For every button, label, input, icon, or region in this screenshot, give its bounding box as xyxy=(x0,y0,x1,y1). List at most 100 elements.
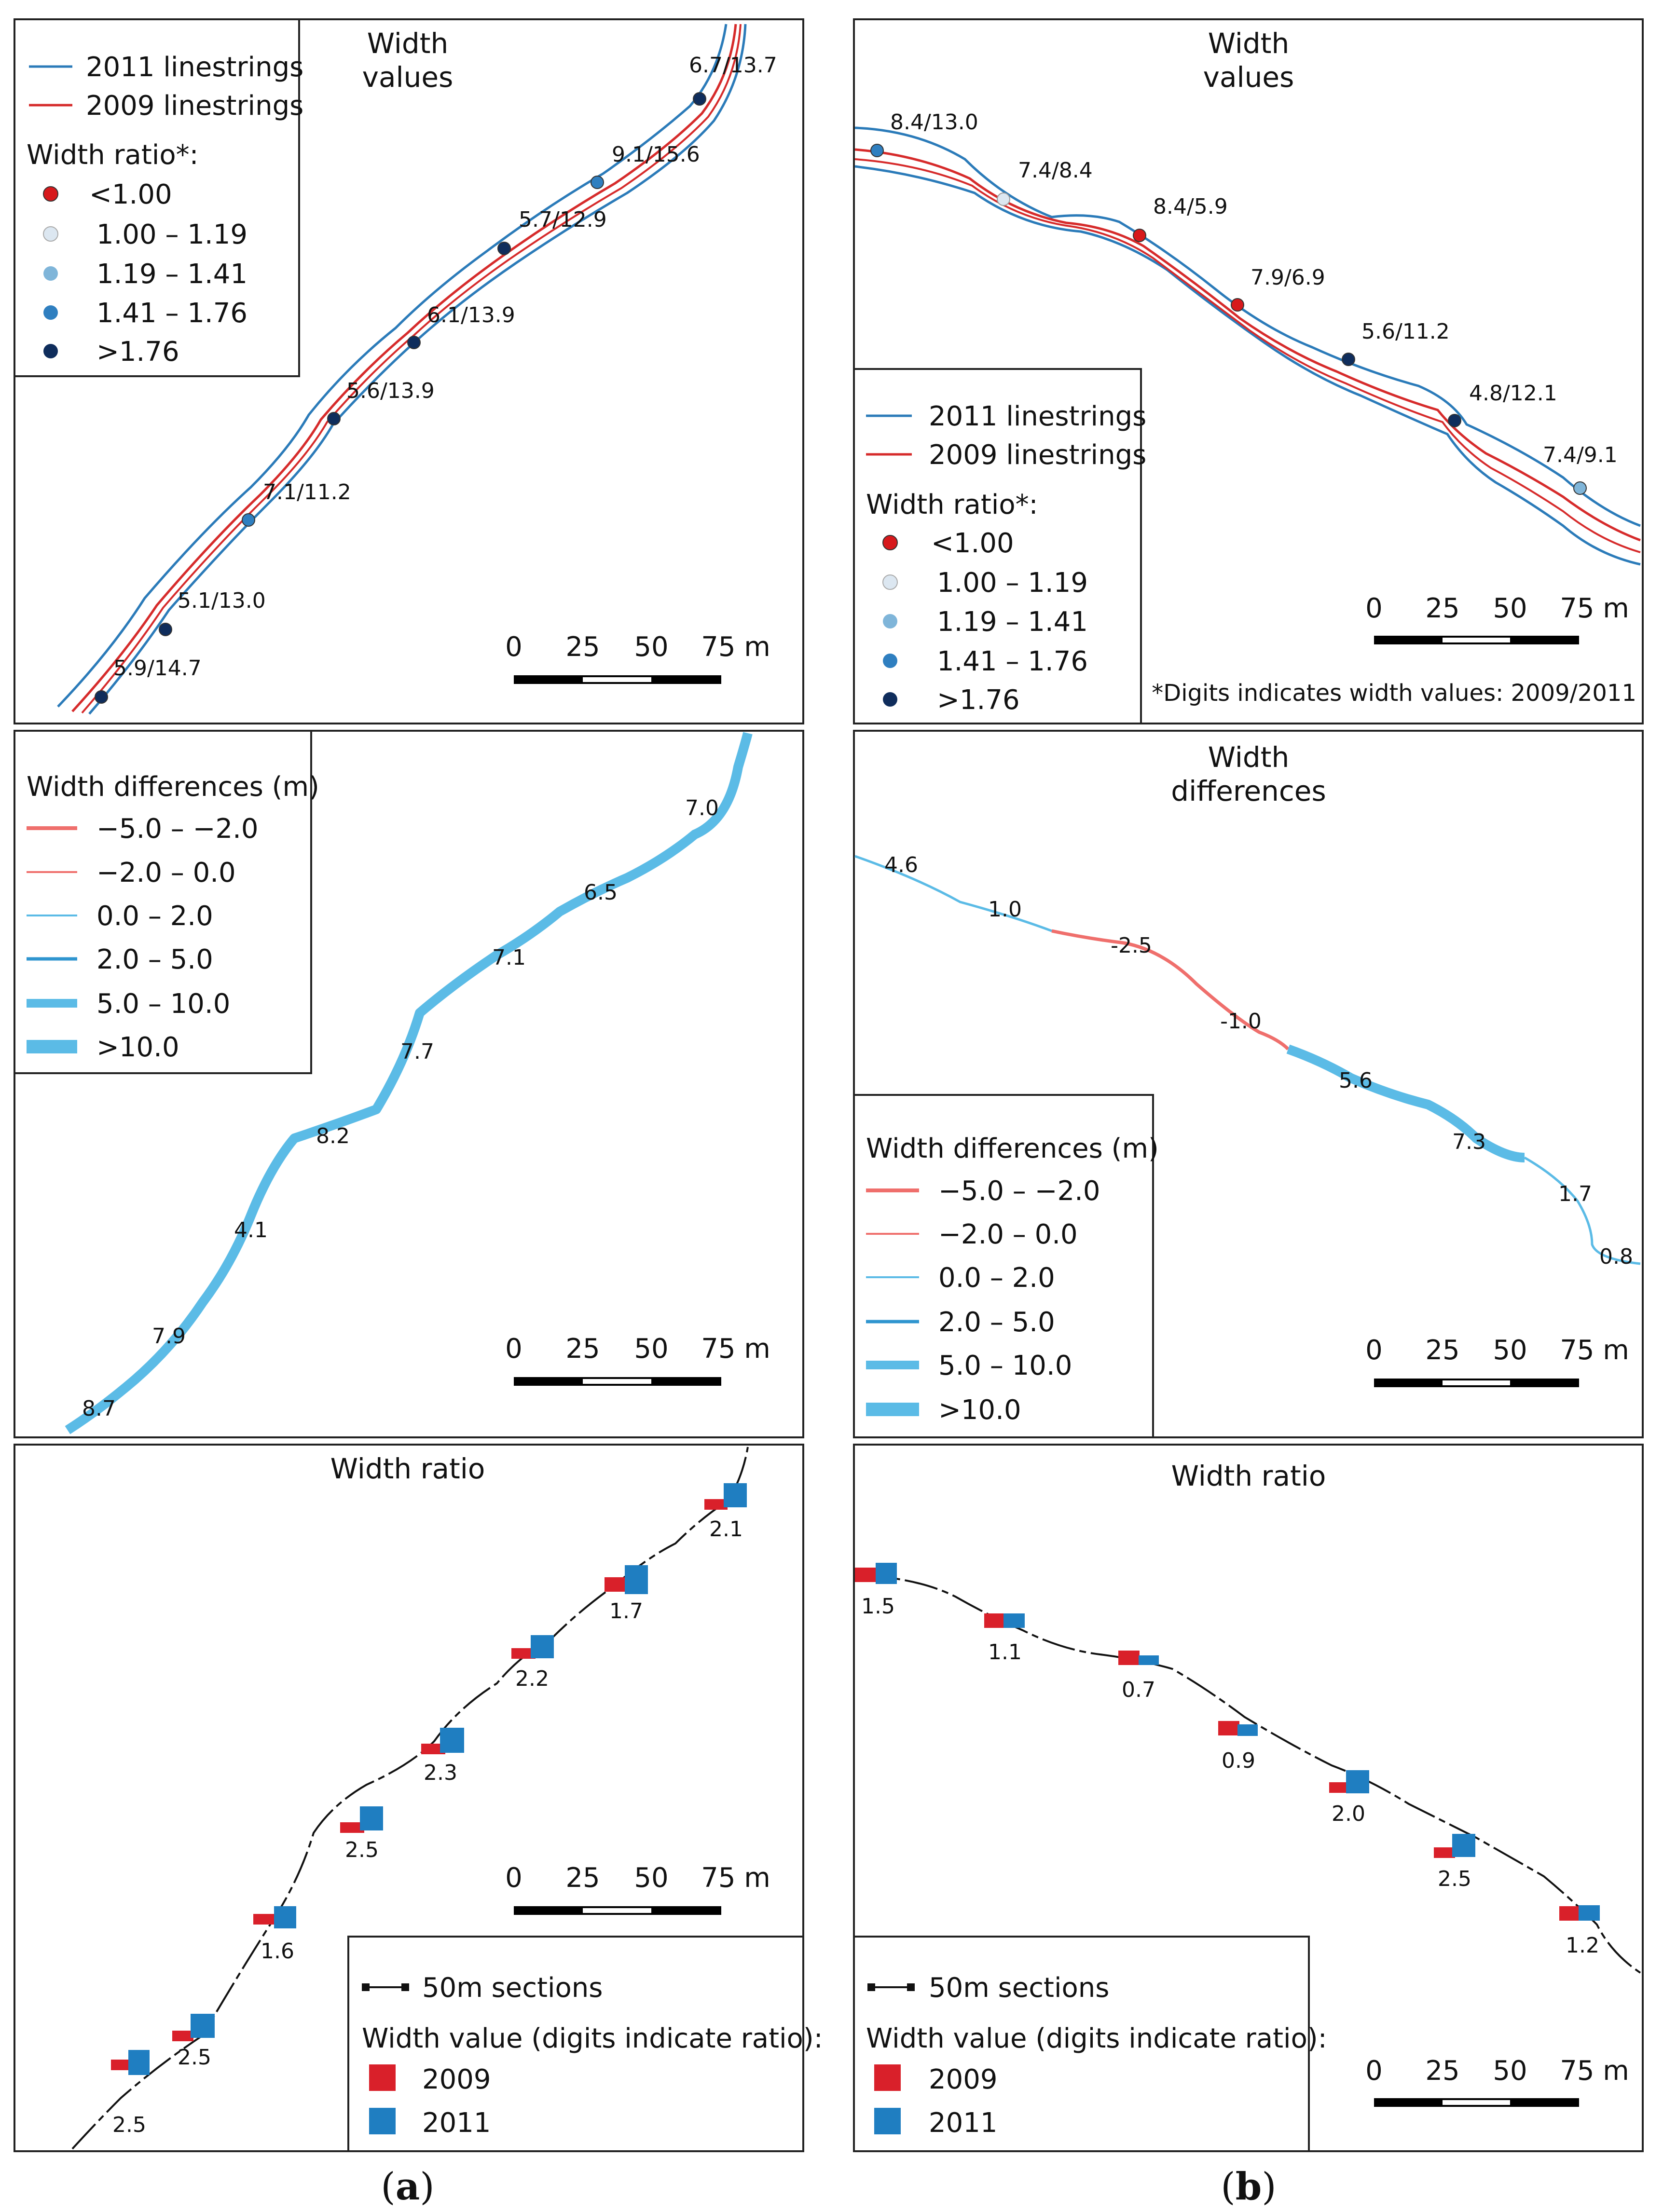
value-label: 7.1/11.2 xyxy=(263,480,351,505)
scale-tick-label: 25 xyxy=(565,1333,600,1365)
line-2009-right xyxy=(81,24,742,714)
value-point[interactable] xyxy=(1448,414,1461,427)
line-2009-centre xyxy=(71,24,737,712)
difference-label: 8.2 xyxy=(316,1124,350,1148)
bar-2011[interactable] xyxy=(724,1483,747,1507)
scale-tick-label: 25 xyxy=(1425,593,1459,624)
caption-b: (b) xyxy=(1221,2165,1276,2209)
value-points: 5.9/14.7 5.1/13.0 7.1/11.2 5.6/13.9 6.1/… xyxy=(95,53,777,704)
legend-swatch xyxy=(43,344,58,358)
bar-2011[interactable] xyxy=(1003,1613,1025,1628)
bar-2009[interactable] xyxy=(704,1499,728,1510)
bar-2009[interactable] xyxy=(605,1577,629,1592)
bar-2011[interactable] xyxy=(1579,1905,1600,1921)
bar-2011[interactable] xyxy=(531,1635,554,1658)
bar-2009[interactable] xyxy=(421,1744,445,1754)
bar-2011[interactable] xyxy=(360,1806,383,1830)
scale-tick-label: 50 xyxy=(634,1333,668,1365)
difference-label: 6.5 xyxy=(584,880,618,905)
legend-swatch xyxy=(883,654,897,668)
legend-label-2009: 2009 linestrings xyxy=(86,90,303,122)
value-point[interactable] xyxy=(159,623,172,636)
legend-differences: Width differences (m) −5.0 – −2.0 −2.0 –… xyxy=(14,730,319,1074)
ratio-label: 0.7 xyxy=(1122,1678,1155,1702)
panel-a-differences: 8.7 7.9 4.1 8.2 7.7 7.1 6.5 7.0 Width di… xyxy=(14,730,804,1438)
legend-swatch xyxy=(369,2064,396,2091)
bar-2009[interactable] xyxy=(1218,1721,1239,1735)
value-point[interactable] xyxy=(693,92,706,106)
bar-2011[interactable] xyxy=(1139,1655,1159,1665)
legend-year-label: 2009 xyxy=(422,2064,491,2095)
bar-2011[interactable] xyxy=(1237,1724,1258,1736)
bar-2011[interactable] xyxy=(876,1563,897,1584)
bar-2009[interactable] xyxy=(172,2031,193,2041)
legend-values: 2011 linestrings 2009 linestrings Width … xyxy=(853,368,1146,724)
scale-tick-label: 75 m xyxy=(701,1333,770,1365)
legend-class-label: 1.41 – 1.76 xyxy=(937,646,1088,677)
legend-swatch xyxy=(362,1983,370,1991)
bar-2011[interactable] xyxy=(1452,1834,1475,1857)
line-2011-right xyxy=(88,24,747,715)
legend-frame xyxy=(853,368,1142,724)
bar-2009[interactable] xyxy=(340,1822,364,1833)
value-point[interactable] xyxy=(1133,229,1146,242)
difference-line-seg xyxy=(1051,929,1290,1051)
value-point[interactable] xyxy=(1231,298,1244,312)
value-point[interactable] xyxy=(95,690,108,704)
footnote: *Digits indicates width values: 2009/201… xyxy=(1152,680,1636,707)
value-point[interactable] xyxy=(327,412,341,425)
value-point[interactable] xyxy=(242,513,255,527)
bar-2009[interactable] xyxy=(1559,1906,1581,1921)
value-label: 7.4/8.4 xyxy=(1018,158,1093,183)
legend-class-label: −5.0 – −2.0 xyxy=(96,813,259,845)
bar-2011[interactable] xyxy=(1346,1770,1369,1793)
value-point[interactable] xyxy=(1573,481,1587,495)
scale-tick-label: 50 xyxy=(1493,593,1527,624)
value-point[interactable] xyxy=(997,192,1010,206)
legend-sections-label: 50m sections xyxy=(929,1972,1109,2004)
bar-2009[interactable] xyxy=(111,2060,132,2070)
value-label: 5.7/12.9 xyxy=(519,207,607,232)
bar-2009[interactable] xyxy=(253,1914,277,1925)
legend-swatch xyxy=(43,305,58,320)
value-label: 6.7/13.7 xyxy=(689,53,777,78)
legend-differences: Width differences (m) −5.0 – −2.0 −2.0 –… xyxy=(853,1094,1159,1438)
bar-2009[interactable] xyxy=(511,1648,536,1659)
bar-2011[interactable] xyxy=(191,2014,215,2038)
value-point[interactable] xyxy=(407,336,421,349)
value-point[interactable] xyxy=(870,144,884,157)
bar-2009[interactable] xyxy=(855,1568,878,1582)
legend-ratio-title: Width value (digits indicate ratio): xyxy=(866,2023,1327,2054)
bar-2011[interactable] xyxy=(440,1728,464,1753)
bar-2009[interactable] xyxy=(1118,1651,1140,1665)
value-point[interactable] xyxy=(1342,353,1355,366)
legend-swatch xyxy=(874,2064,901,2091)
panel-b-ratio: 1.5 1.1 0.7 0.9 2.0 2.5 1.2 Width ratio … xyxy=(853,1444,1644,2152)
ratio-label: 2.5 xyxy=(1438,1867,1471,1891)
scale-tick-label: 75 m xyxy=(701,1862,770,1894)
legend-class-label: 1.41 – 1.76 xyxy=(96,298,247,329)
panel-title: Width ratio xyxy=(330,1452,485,1485)
legend-ratio: 50m sections Width value (digits indicat… xyxy=(853,1936,1327,2152)
ratio-label: 2.0 xyxy=(1332,1802,1365,1826)
scale-tick-label: 0 xyxy=(1365,1335,1383,1366)
value-label: 8.4/13.0 xyxy=(890,110,978,135)
bar-2009[interactable] xyxy=(1329,1782,1350,1793)
bar-2009[interactable] xyxy=(1434,1847,1455,1858)
bar-2011[interactable] xyxy=(625,1565,648,1594)
value-point[interactable] xyxy=(497,242,511,255)
bar-2009[interactable] xyxy=(984,1613,1005,1628)
bar-2011[interactable] xyxy=(274,1906,296,1928)
legend-diff-title: Width differences (m) xyxy=(27,771,319,803)
value-point[interactable] xyxy=(591,176,604,189)
panel-title: Width ratio xyxy=(1171,1460,1326,1492)
legend-class-label: 0.0 – 2.0 xyxy=(96,901,213,932)
bar-2011[interactable] xyxy=(128,2050,150,2075)
panel-title: values xyxy=(1203,61,1294,94)
difference-label: 7.0 xyxy=(685,796,719,820)
difference-line xyxy=(65,732,753,1434)
legend-class-label: 1.19 – 1.41 xyxy=(937,606,1088,638)
scale-bar-gap xyxy=(583,1379,651,1384)
value-label: 7.9/6.9 xyxy=(1251,265,1325,290)
